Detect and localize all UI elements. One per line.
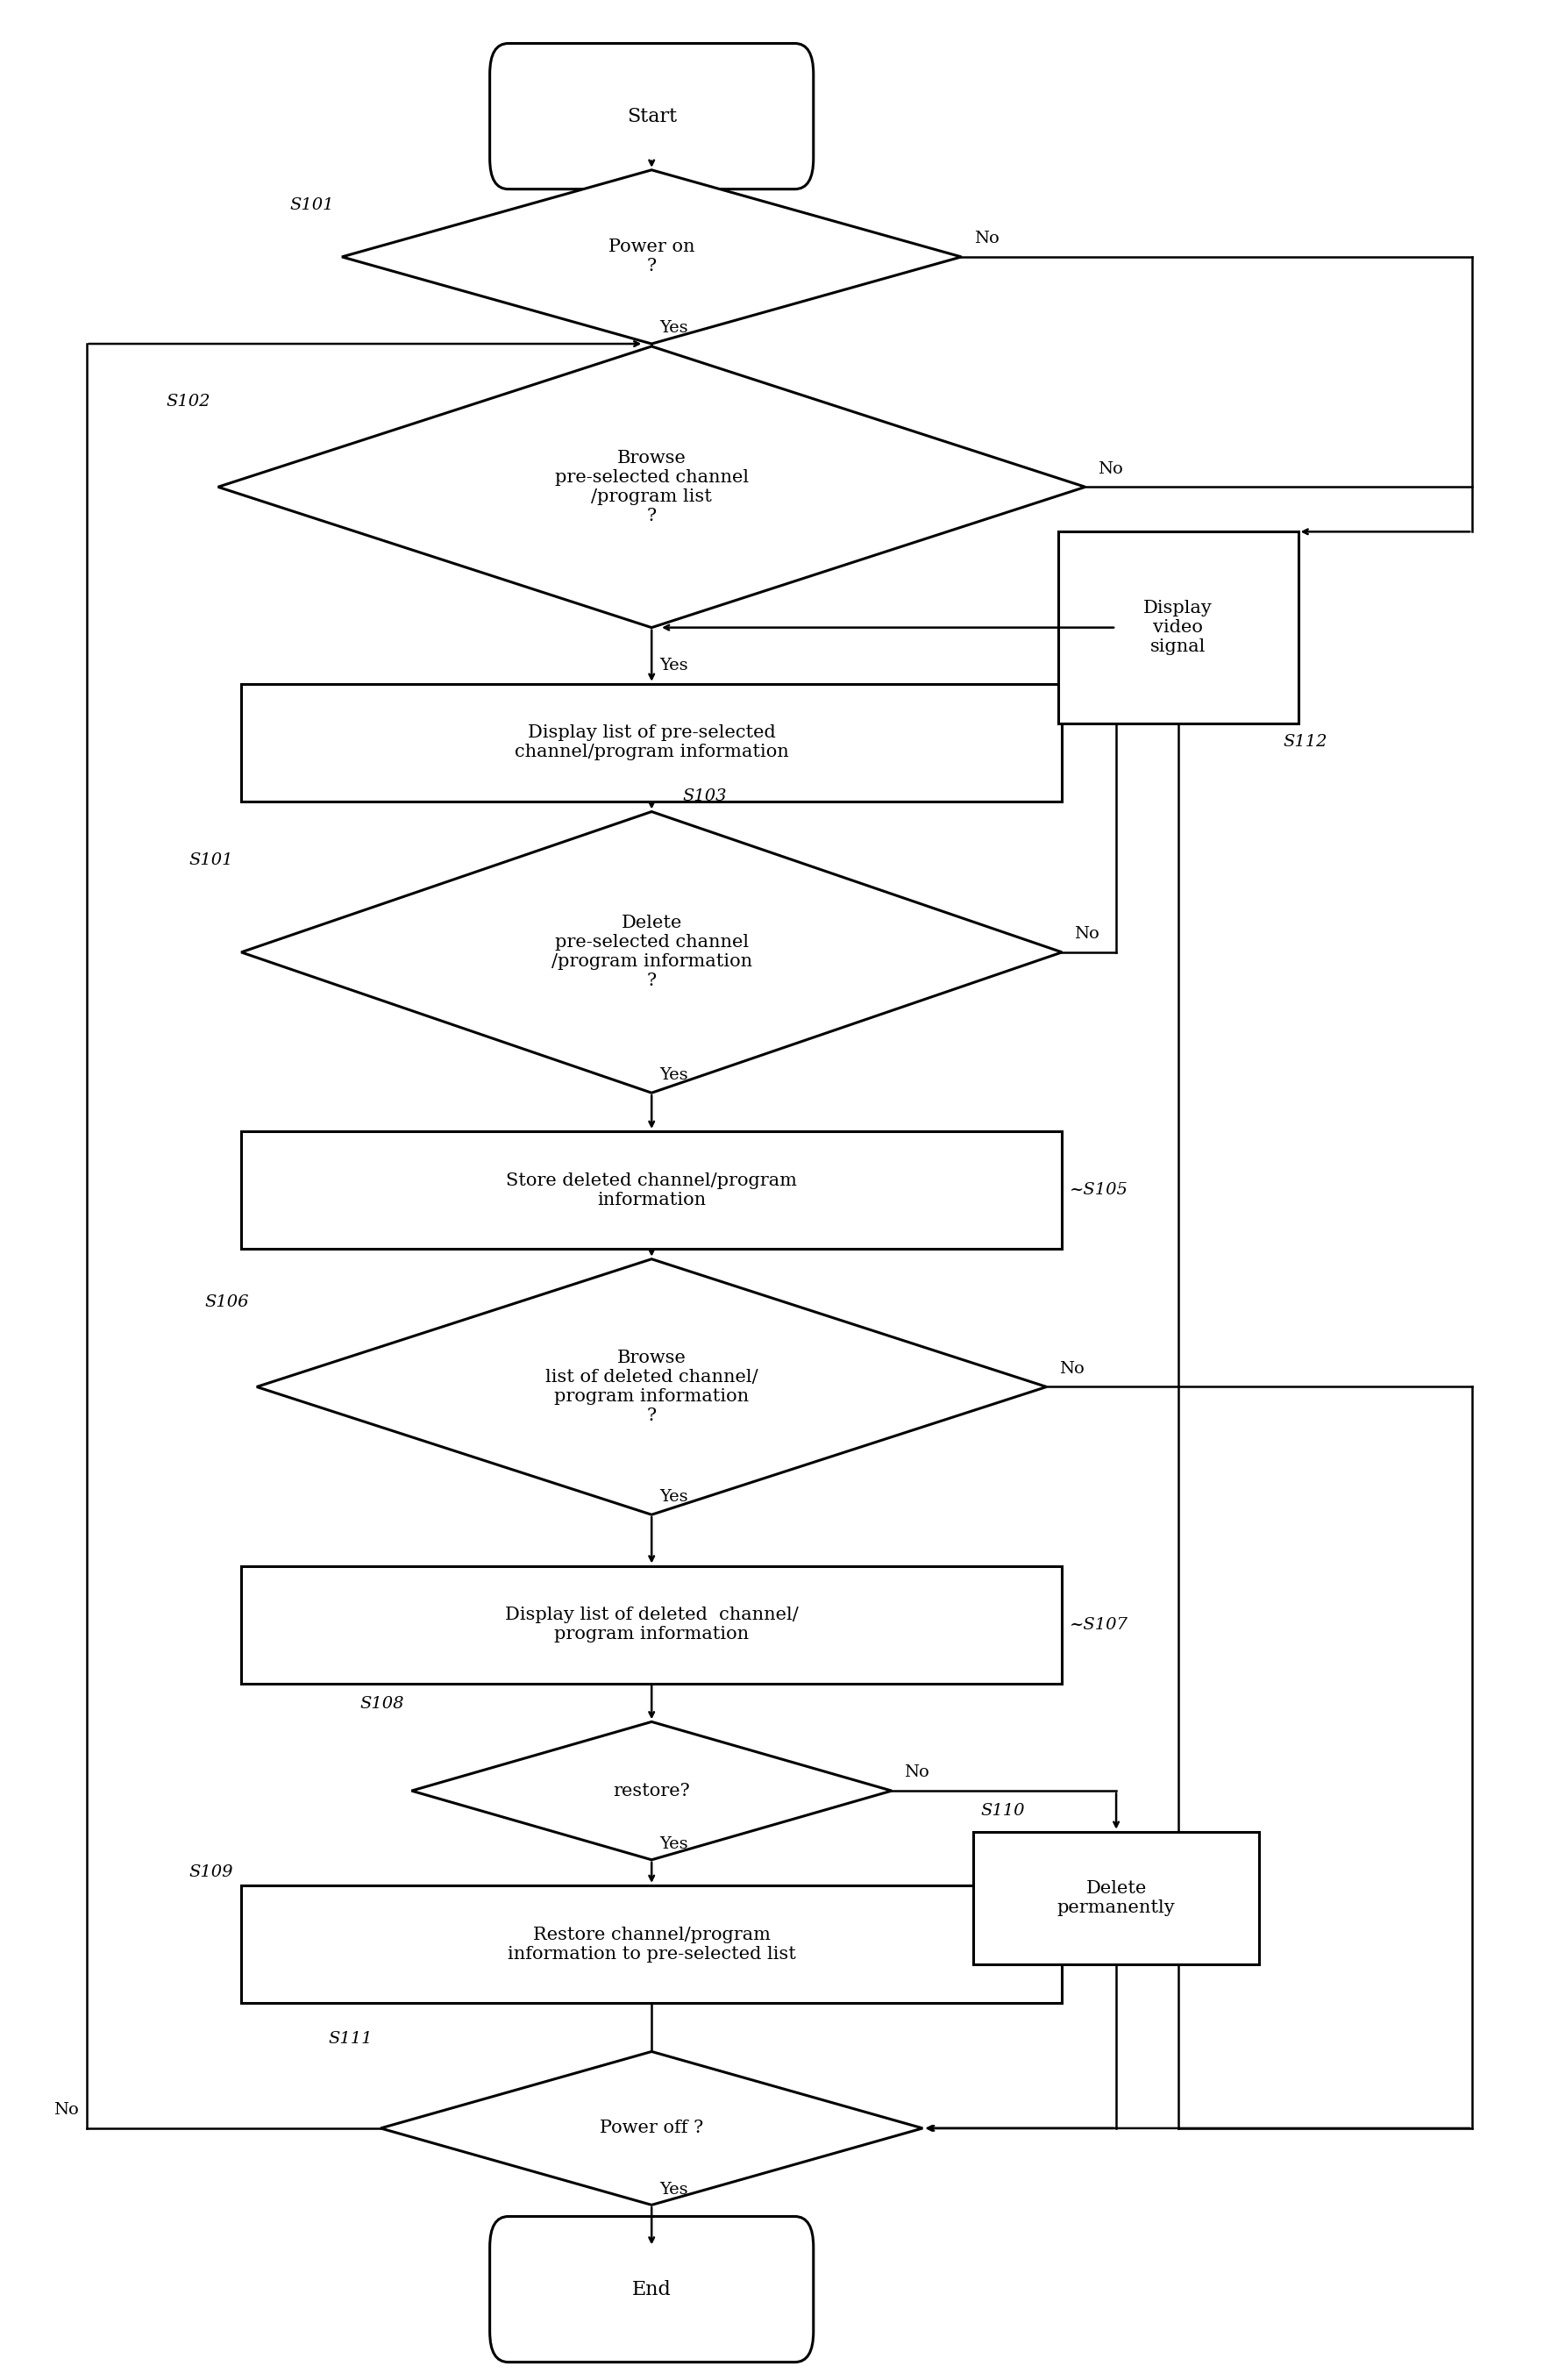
Text: S108: S108 [360,1695,403,1711]
Text: Yes: Yes [659,2182,689,2197]
Text: S111: S111 [329,2030,372,2047]
Text: Display list of pre-selected
channel/program information: Display list of pre-selected channel/pro… [515,724,789,762]
Polygon shape [341,169,962,343]
Text: Restore channel/program
information to pre-selected list: Restore channel/program information to p… [507,1925,796,1961]
Text: Browse
list of deleted channel/
program information
?: Browse list of deleted channel/ program … [546,1349,758,1423]
Text: Display
video
signal: Display video signal [1143,600,1213,654]
Text: No: No [974,231,999,248]
Polygon shape [219,347,1086,628]
Text: No: No [53,2102,79,2118]
Text: Power off ?: Power off ? [600,2121,704,2137]
Text: S102: S102 [166,393,211,409]
Text: S103: S103 [682,788,727,804]
Bar [242,1885,1062,2004]
Text: Yes: Yes [659,1837,689,1852]
FancyBboxPatch shape [490,2216,813,2363]
Text: Yes: Yes [659,657,689,674]
Text: Yes: Yes [659,1488,689,1504]
Bar [242,683,1062,802]
Text: Display list of deleted  channel/
program information: Display list of deleted channel/ program… [506,1606,799,1642]
Polygon shape [242,812,1062,1092]
Text: S101: S101 [189,852,234,869]
Bar [972,1833,1259,1964]
Text: ~S107: ~S107 [1070,1616,1129,1633]
Text: S110: S110 [980,1804,1025,1818]
Text: ~S105: ~S105 [1070,1183,1129,1197]
Text: Power on
?: Power on ? [608,238,695,274]
Text: End: End [631,2280,672,2299]
Text: Store deleted channel/program
information: Store deleted channel/program informatio… [506,1171,797,1209]
Bar [242,1130,1062,1250]
Text: Yes: Yes [659,321,689,336]
Text: Delete
pre-selected channel
/program information
?: Delete pre-selected channel /program inf… [551,914,752,990]
Text: S112: S112 [1283,733,1328,750]
Text: S109: S109 [189,1864,234,1880]
Text: No: No [1098,462,1123,476]
Polygon shape [380,2052,923,2204]
Text: No: No [1075,926,1100,942]
FancyBboxPatch shape [490,43,813,188]
Polygon shape [257,1259,1047,1514]
Text: No: No [904,1766,929,1780]
Text: Yes: Yes [659,1066,689,1083]
Polygon shape [411,1721,892,1859]
Text: restore?: restore? [613,1783,690,1799]
Bar [1058,531,1298,724]
Bar [242,1566,1062,1683]
Text: S106: S106 [205,1295,250,1309]
Text: Browse
pre-selected channel
/program list
?: Browse pre-selected channel /program lis… [555,450,749,524]
Text: S101: S101 [290,198,333,214]
Text: No: No [1059,1361,1084,1376]
Text: Delete
permanently: Delete permanently [1058,1880,1176,1916]
Text: Start: Start [627,107,676,126]
